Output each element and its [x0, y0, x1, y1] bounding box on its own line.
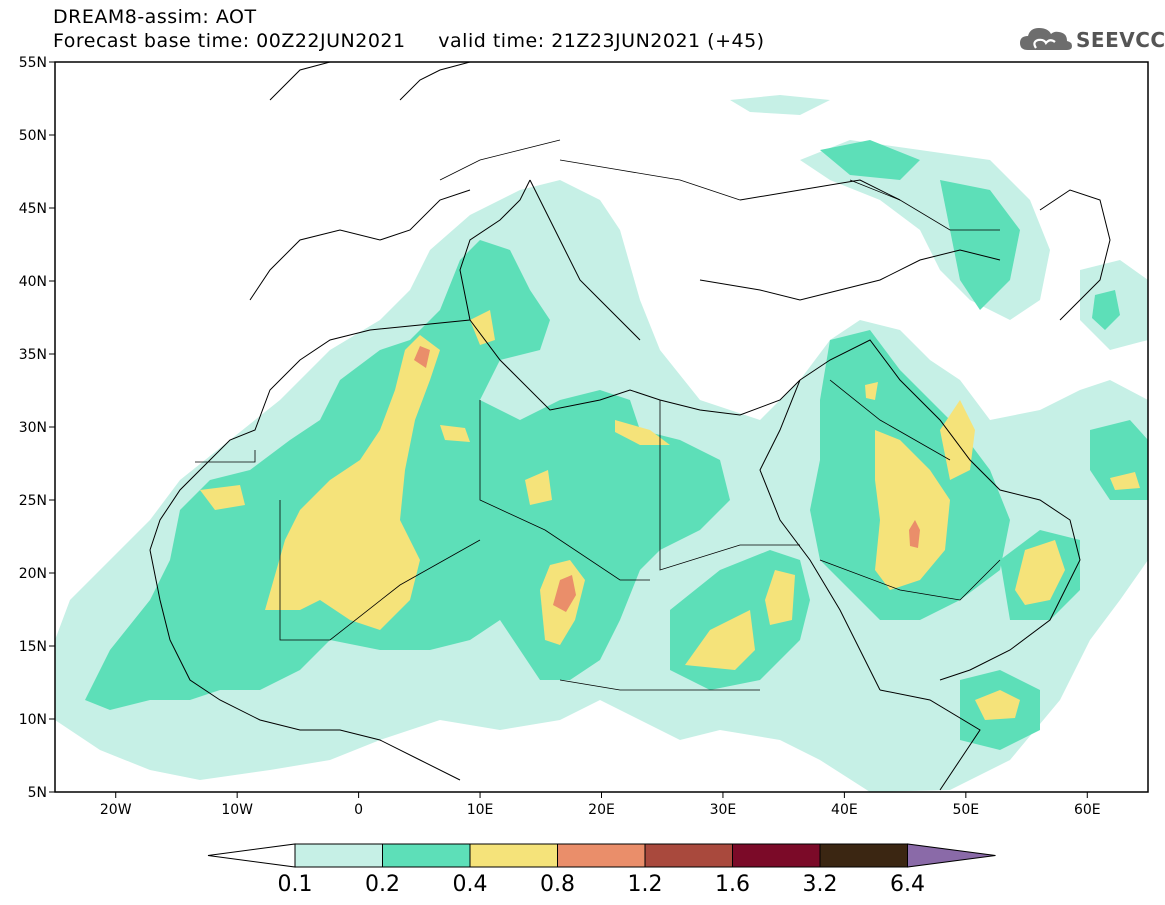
- colorbar-label: 0.2: [365, 872, 400, 897]
- x-tick-label: 0: [354, 802, 363, 818]
- x-tick-label: 20E: [588, 802, 615, 818]
- colorbar-label: 0.4: [453, 872, 488, 897]
- map-subtitle: Forecast base time: 00Z22JUN2021 valid t…: [53, 30, 765, 52]
- x-tick-label: 10E: [467, 802, 494, 818]
- colorbar: 0.1 0.2 0.4 0.8 1.2 1.6 3.2 6.4: [207, 843, 996, 897]
- cloud-icon: [1020, 28, 1072, 50]
- colorbar-segment: [644, 843, 733, 868]
- coastlines: [149, 62, 1111, 791]
- x-tick-label: 40E: [831, 802, 858, 818]
- y-tick-label: 20N: [19, 566, 47, 582]
- country-borders: [195, 139, 1001, 691]
- colorbar-label: 1.2: [628, 872, 663, 897]
- colorbar-under-triangle: [207, 843, 296, 868]
- map-title: DREAM8-assim: AOT: [53, 6, 257, 28]
- aot-band-0.8: [414, 346, 920, 612]
- colorbar-over-triangle: [907, 843, 996, 868]
- colorbar-label: 6.4: [890, 872, 925, 897]
- y-tick-label: 25N: [19, 493, 47, 509]
- logo-text: SEEVCCC: [1076, 28, 1165, 52]
- aot-band-0.4: [200, 310, 1140, 720]
- aot-field: [55, 62, 1148, 792]
- colorbar-label: 0.8: [540, 872, 575, 897]
- y-tick-label: 30N: [19, 420, 47, 436]
- seevccc-logo: SEEVCCC: [1018, 22, 1165, 56]
- y-tick-label: 5N: [28, 785, 47, 801]
- x-tick-label: 50E: [952, 802, 979, 818]
- y-tick-label: 40N: [19, 274, 47, 290]
- y-tick-label: 35N: [19, 347, 47, 363]
- y-tick-label: 15N: [19, 639, 47, 655]
- colorbar-segment: [557, 843, 646, 868]
- x-tick-label: 10W: [221, 802, 253, 818]
- colorbar-label: 1.6: [715, 872, 750, 897]
- colorbar-label: 3.2: [803, 872, 838, 897]
- y-tick-label: 50N: [19, 128, 47, 144]
- y-tick-label: 10N: [19, 712, 47, 728]
- y-tick-label: 45N: [19, 201, 47, 217]
- x-tick-label: 60E: [1074, 802, 1101, 818]
- x-tick-label: 20W: [100, 802, 132, 818]
- colorbar-segment: [382, 843, 471, 868]
- colorbar-label: 0.1: [278, 872, 313, 897]
- x-tick-label: 30E: [710, 802, 737, 818]
- colorbar-segment: [819, 843, 908, 868]
- colorbar-segment: [294, 843, 383, 868]
- colorbar-segment: [469, 843, 558, 868]
- y-tick-label: 55N: [19, 55, 47, 71]
- colorbar-segment: [732, 843, 821, 868]
- axis-ticks: 20W 10W 0 10E 20E 30E 40E 50E 60E 5N 10N 15N 20N 25N 3…: [19, 55, 1101, 818]
